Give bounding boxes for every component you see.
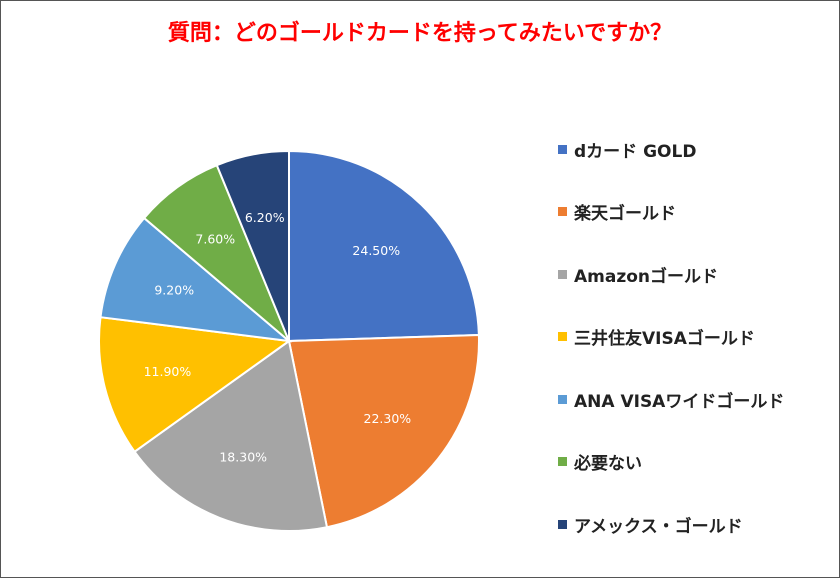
chart-title: 質問：どのゴールドカードを持ってみたいですか？ [167, 21, 673, 46]
legend-label: アメックス・ゴールド [574, 516, 743, 537]
slice-data-label: 6.20% [245, 210, 285, 225]
slice-data-label: 7.60% [195, 232, 235, 247]
legend-label: dカード GOLD [574, 141, 697, 162]
pie-slice [215, 149, 290, 342]
pie-slice [287, 334, 480, 529]
legend-label: 楽天ゴールド [574, 204, 676, 225]
pie-slice [133, 339, 329, 532]
pie-slice [99, 216, 293, 343]
slice-data-label: 24.50% [352, 243, 400, 258]
slice-data-label: 18.30% [219, 450, 267, 465]
pie-slice [98, 316, 292, 454]
legend-item: ANA VISAワイドゴールド [558, 368, 784, 431]
legend-swatch [558, 332, 567, 342]
legend-swatch [558, 269, 567, 279]
legend-item: アメックス・ゴールド [558, 493, 784, 556]
legend-item: 必要ない [558, 431, 784, 494]
legend-item: Amazonゴールド [558, 243, 784, 306]
legend-label: 三井住友VISAゴールド [574, 329, 755, 350]
legend-item: 楽天ゴールド [558, 181, 784, 244]
legend-swatch [558, 457, 567, 467]
legend-swatch [558, 144, 567, 154]
slice-data-label: 22.30% [364, 411, 412, 426]
legend-swatch [558, 207, 567, 217]
legend-label: ANA VISAワイドゴールド [574, 391, 785, 412]
slice-data-label: 11.90% [144, 364, 192, 379]
pie-slice [288, 149, 480, 343]
legend-item: 三井住友VISAゴールド [558, 306, 784, 369]
slice-data-label: 9.20% [154, 282, 194, 297]
legend-item: dカード GOLD [558, 118, 784, 181]
legend-label: 必要ない [574, 454, 642, 475]
chart-legend: dカード GOLD 楽天ゴールド Amazonゴールド三井住友VISAゴールド ANA… [558, 118, 784, 556]
legend-label: Amazonゴールド [574, 266, 719, 287]
legend-swatch [558, 394, 567, 404]
legend-swatch [558, 519, 567, 529]
